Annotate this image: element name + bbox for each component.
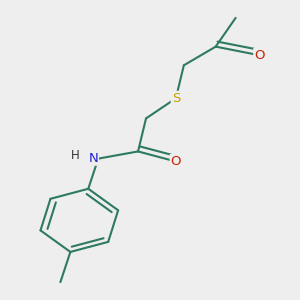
Text: H: H [70,149,79,162]
Text: S: S [172,92,180,105]
Text: O: O [254,49,265,62]
Text: O: O [171,155,181,168]
Text: N: N [88,152,98,165]
